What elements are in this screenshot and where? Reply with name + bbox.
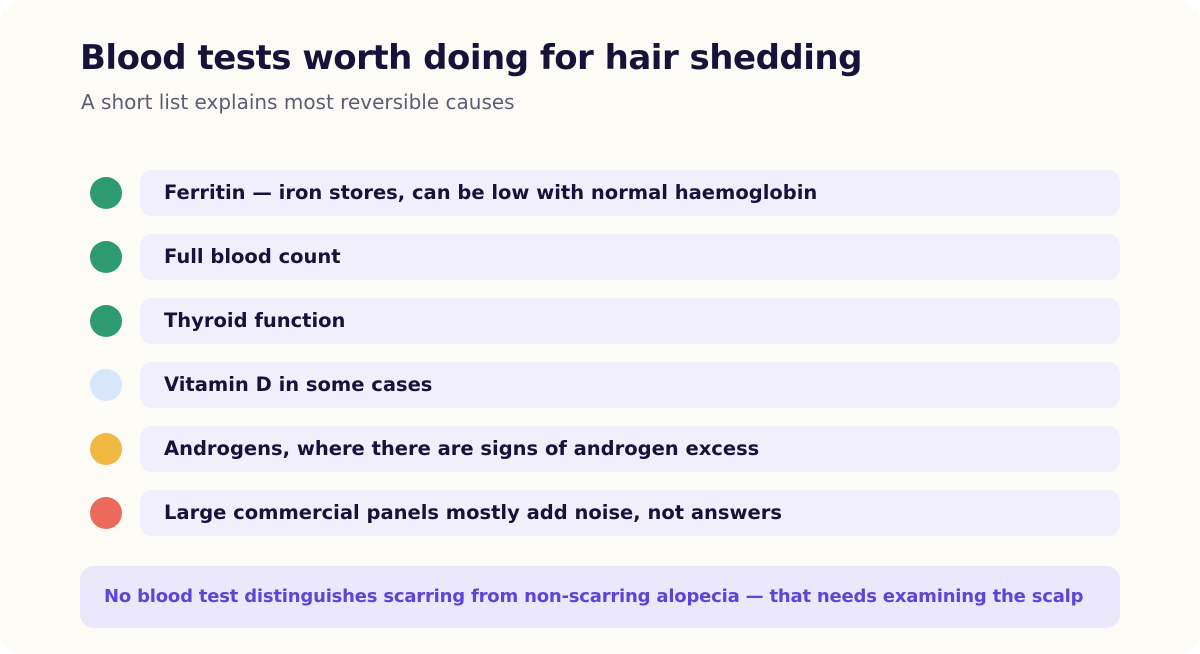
list-item-pill: Ferritin — iron stores, can be low with … (140, 170, 1120, 216)
status-dot-icon (90, 497, 122, 529)
list-item: Ferritin — iron stores, can be low with … (88, 170, 1120, 216)
page-subtitle: A short list explains most reversible ca… (81, 90, 515, 114)
status-dot-icon (90, 177, 122, 209)
footer-note: No blood test distinguishes scarring fro… (104, 586, 1084, 607)
list-item: Vitamin D in some cases (88, 362, 1120, 408)
list-item: Thyroid function (88, 298, 1120, 344)
footer-callout: No blood test distinguishes scarring fro… (80, 566, 1120, 628)
list-item-label: Large commercial panels mostly add noise… (164, 501, 782, 524)
list-item-label: Ferritin — iron stores, can be low with … (164, 181, 818, 204)
status-dot-icon (90, 241, 122, 273)
list-item-label: Androgens, where there are signs of andr… (164, 437, 760, 460)
status-dot-icon (90, 305, 122, 337)
list-item-label: Thyroid function (164, 309, 346, 332)
list-item-pill: Androgens, where there are signs of andr… (140, 426, 1120, 472)
list-item-pill: Full blood count (140, 234, 1120, 280)
list-item-pill: Vitamin D in some cases (140, 362, 1120, 408)
list-item-pill: Thyroid function (140, 298, 1120, 344)
status-dot-icon (90, 369, 122, 401)
list-item-pill: Large commercial panels mostly add noise… (140, 490, 1120, 536)
list-item-label: Vitamin D in some cases (164, 373, 433, 396)
list-item: Androgens, where there are signs of andr… (88, 426, 1120, 472)
list-item: Full blood count (88, 234, 1120, 280)
page-title: Blood tests worth doing for hair sheddin… (80, 38, 862, 78)
list-item: Large commercial panels mostly add noise… (88, 490, 1120, 536)
status-dot-icon (90, 433, 122, 465)
list-item-label: Full blood count (164, 245, 341, 268)
